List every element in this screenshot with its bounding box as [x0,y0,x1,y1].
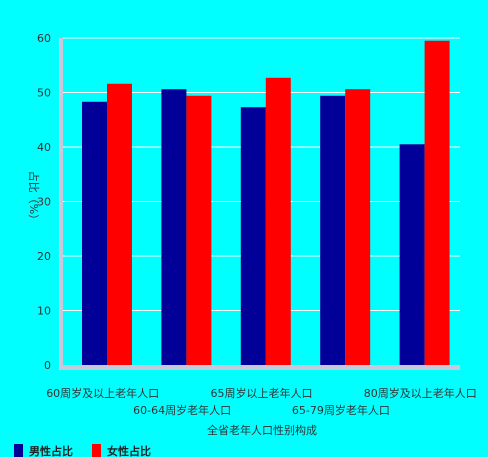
legend-swatch [14,444,23,457]
bar [82,101,107,365]
bar [240,107,266,365]
x-tick-label: 60周岁及以上老年人口 [46,386,159,400]
bar [424,40,450,365]
y-tick-label: 10 [37,305,51,318]
x-axis-title: 全省老年人口性别构成 [207,423,317,437]
bar [320,95,346,366]
x-axis-line [59,365,460,370]
y-tick-label: 20 [37,250,51,263]
legend-label: 男性占比 [29,444,73,457]
y-tick-label: 60 [37,32,51,45]
bar [265,77,291,365]
legend-label: 女性占比 [107,444,151,457]
bar [161,89,187,365]
bar [345,89,371,365]
bar [186,95,212,366]
legend-swatch [92,444,101,457]
bar [107,83,132,365]
y-tick-label: 0 [44,359,51,372]
bar [399,144,425,365]
x-tick-label: 80周岁及以上老年人口 [364,386,477,400]
y-axis-title: 占比（%） [27,171,41,225]
y-tick-label: 40 [37,141,51,154]
y-tick-label: 50 [37,87,51,100]
x-tick-label: 65-79周岁老年人口 [292,403,390,417]
y-tick-label: 30 [37,196,51,209]
y-axis-line [59,38,63,369]
x-tick-label: 60-64周岁老年人口 [133,403,231,417]
x-tick-label: 65周岁以上老年人口 [211,386,313,400]
